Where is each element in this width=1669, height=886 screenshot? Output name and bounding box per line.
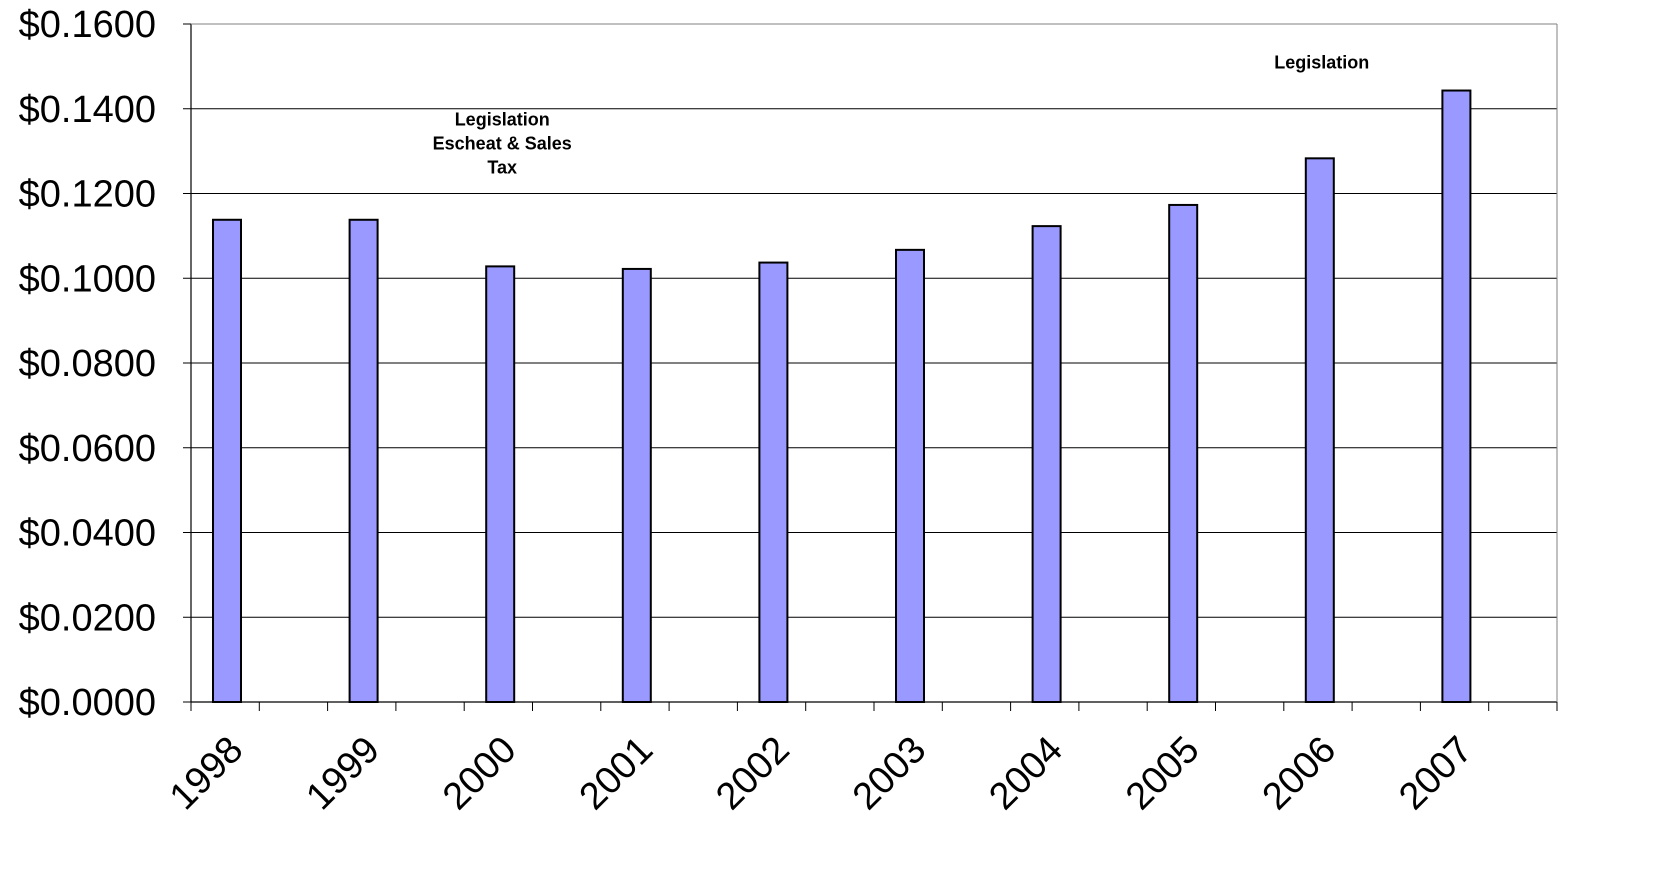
annotation-line: Legislation: [1274, 52, 1369, 72]
annotation-line: Tax: [487, 158, 517, 178]
bar-2000: [485, 265, 516, 703]
x-tick-label: 2004: [981, 729, 1070, 818]
x-tick-labels: 1998 1999 2000 2001 2002 2003 2004 2005 2006 2007: [162, 729, 1481, 818]
y-tick-label: $0.0200: [19, 597, 156, 639]
annotation-line: Legislation: [455, 110, 550, 130]
x-tick-label: 2002: [708, 729, 797, 818]
y-tick-label: $0.1200: [19, 174, 156, 216]
y-tick-label: $0.0400: [19, 513, 156, 555]
y-tick-labels: $0.0000 $0.0200 $0.0400 $0.0600 $0.0800 $0.10…: [19, 4, 156, 724]
x-tick-label: 2007: [1391, 729, 1480, 818]
bar-2002: [758, 261, 789, 703]
bar-2003: [895, 248, 925, 703]
x-tick-label: 1999: [298, 729, 387, 818]
gridlines: [191, 23, 1557, 618]
x-tick-label: 2000: [435, 729, 524, 818]
bar-2004: [1031, 225, 1062, 703]
x-tick-label: 2003: [845, 729, 934, 818]
y-tick-label: $0.0000: [19, 682, 156, 724]
y-tick-label: $0.1600: [19, 4, 156, 46]
x-tick-label: 1998: [162, 729, 251, 818]
y-tick-label: $0.1400: [19, 89, 156, 131]
y-tick-label: $0.1000: [19, 258, 156, 300]
axes: [183, 23, 1558, 711]
y-tick-label: $0.0600: [19, 428, 156, 470]
bar-2005: [1168, 203, 1199, 703]
bar-2007: [1441, 89, 1472, 703]
x-tick-label: 2005: [1118, 729, 1207, 818]
bars: [212, 89, 1472, 704]
bar-2001: [621, 267, 652, 703]
x-tick-label: 2001: [572, 729, 661, 818]
annotation-line: Escheat & Sales: [433, 134, 572, 154]
y-tick-label: $0.0800: [19, 343, 156, 385]
bar-1998: [212, 218, 242, 704]
annotations: Legislation Escheat & Sales Tax Legislation: [433, 52, 1370, 177]
x-tick-label: 2006: [1255, 729, 1344, 818]
bar-1999: [348, 218, 379, 704]
bar-2006: [1304, 157, 1335, 704]
